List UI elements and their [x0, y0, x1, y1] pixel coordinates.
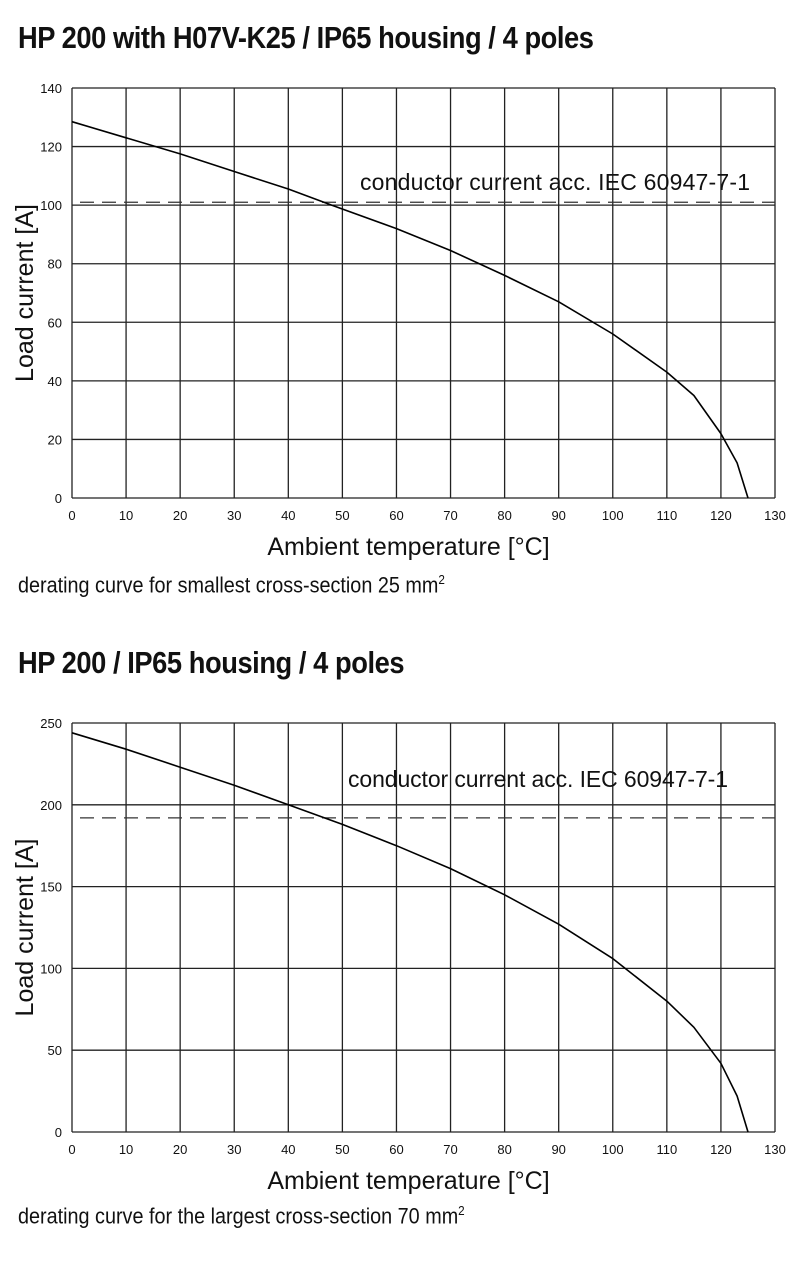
x-tick-label: 130	[764, 1142, 786, 1157]
x-tick-label: 80	[497, 508, 511, 523]
y-tick-label: 100	[40, 961, 62, 976]
chart-2-caption: derating curve for the largest cross-sec…	[18, 1203, 465, 1229]
x-tick-label: 110	[656, 1142, 677, 1157]
x-tick-label: 130	[764, 508, 786, 523]
caption-text: derating curve for smallest cross-sectio…	[18, 572, 439, 598]
x-tick-label: 0	[68, 1142, 75, 1157]
x-tick-label: 110	[656, 508, 677, 523]
x-tick-label: 0	[68, 508, 75, 523]
reference-line-label: conductor current acc. IEC 60947-7-1	[360, 169, 750, 195]
chart-2-title: HP 200 / IP65 housing / 4 poles	[18, 645, 405, 680]
x-tick-label: 60	[389, 508, 403, 523]
x-tick-label: 90	[551, 1142, 565, 1157]
x-tick-label: 80	[497, 1142, 511, 1157]
y-tick-label: 60	[48, 315, 62, 330]
caption-superscript: 2	[438, 572, 445, 587]
x-tick-label: 90	[551, 508, 565, 523]
x-tick-label: 50	[335, 508, 349, 523]
x-tick-label: 40	[281, 508, 295, 523]
x-tick-label: 10	[119, 508, 133, 523]
caption-text: derating curve for the largest cross-sec…	[18, 1203, 459, 1229]
y-tick-label: 40	[48, 374, 62, 389]
x-tick-label: 100	[602, 1142, 624, 1157]
y-tick-label: 20	[48, 432, 62, 447]
x-tick-label: 120	[710, 1142, 732, 1157]
chart-1: 0 10 20 30 40 50 60 70 80 90 100 110 120 130 0 20 40 60 80…	[11, 81, 786, 561]
y-tick-label: 0	[55, 1125, 62, 1140]
x-axis-label: Ambient temperature [°C]	[267, 1167, 549, 1195]
y-tick-label: 80	[48, 257, 62, 272]
y-tick-label: 150	[40, 880, 62, 895]
derating-curve	[71, 732, 749, 1133]
reference-line-label: conductor current acc. IEC 60947-7-1	[348, 766, 728, 792]
chart-1-title: HP 200 with H07V-K25 / IP65 housing / 4 …	[18, 20, 594, 55]
x-tick-label: 60	[389, 1142, 403, 1157]
x-tick-label: 40	[281, 1142, 295, 1157]
chart-1-caption: derating curve for smallest cross-sectio…	[18, 572, 445, 598]
x-tick-label: 100	[602, 508, 624, 523]
x-tick-label: 50	[335, 1142, 349, 1157]
x-tick-label: 70	[443, 508, 457, 523]
x-tick-label: 120	[710, 508, 732, 523]
y-axis-label: Load current [A]	[11, 839, 39, 1017]
y-axis-label: Load current [A]	[11, 204, 39, 382]
x-tick-label: 10	[119, 1142, 133, 1157]
x-axis-label: Ambient temperature [°C]	[267, 533, 549, 561]
x-tick-label: 70	[443, 1142, 457, 1157]
y-tick-label: 140	[40, 81, 62, 96]
y-tick-label: 120	[40, 140, 62, 155]
caption-superscript: 2	[458, 1203, 465, 1218]
x-tick-label: 30	[227, 508, 241, 523]
derating-curve	[71, 120, 749, 499]
x-tick-label: 20	[173, 508, 187, 523]
y-tick-label: 0	[55, 491, 62, 506]
x-tick-label: 20	[173, 1142, 187, 1157]
x-tick-label: 30	[227, 1142, 241, 1157]
y-tick-label: 250	[40, 716, 62, 731]
y-tick-label: 50	[48, 1043, 62, 1058]
chart-2: 0 10 20 30 40 50 60 70 80 90 100 110 120 130 0 50 100 150…	[11, 716, 786, 1195]
y-tick-label: 200	[40, 798, 62, 813]
y-tick-label: 100	[40, 198, 62, 213]
